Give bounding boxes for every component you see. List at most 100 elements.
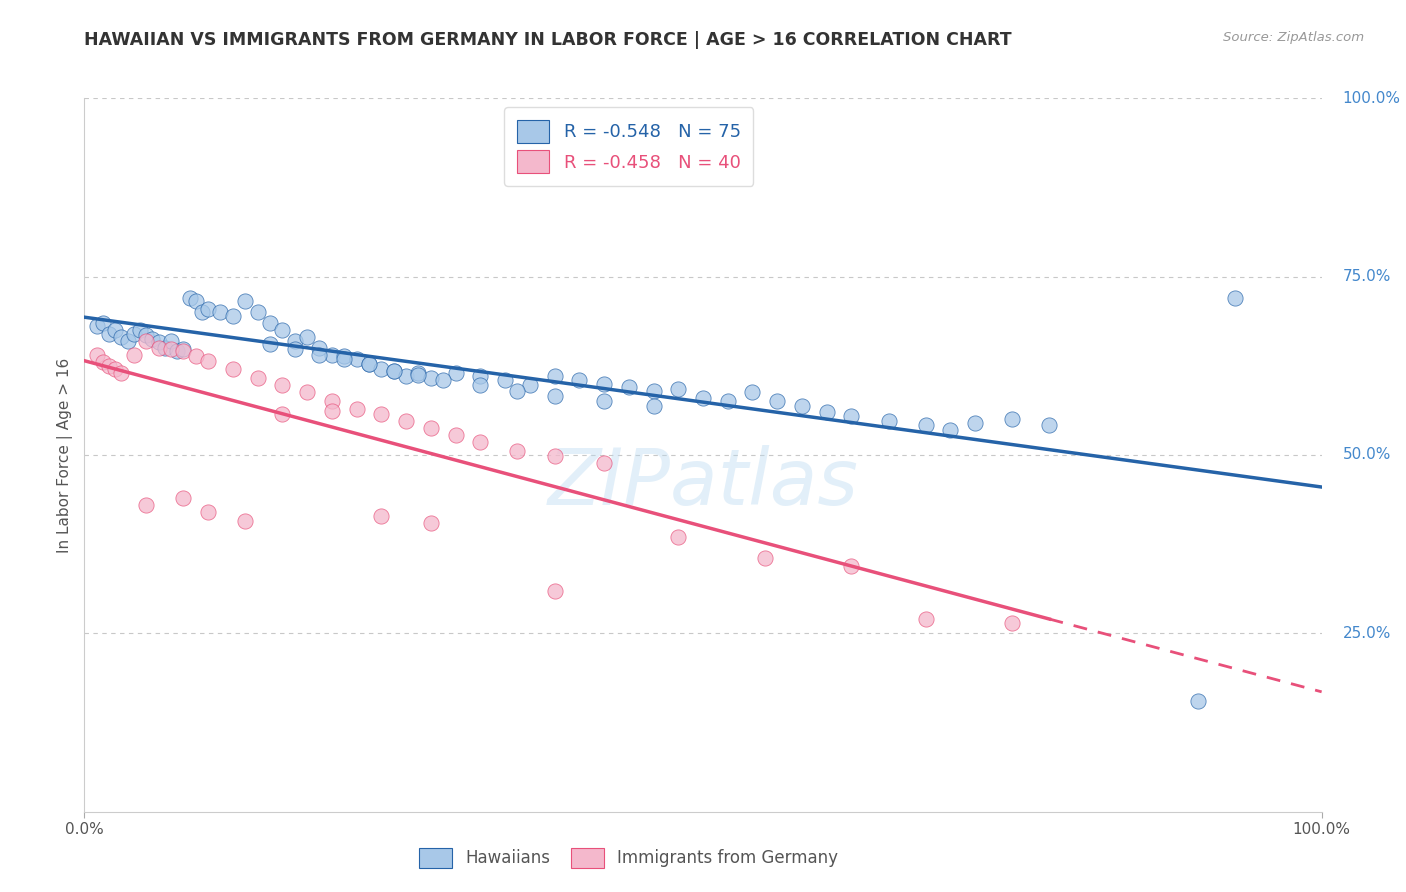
Point: [246, 371, 269, 385]
Point: [233, 514, 256, 528]
Point: [172, 344, 194, 359]
Point: [333, 350, 356, 364]
Point: [543, 369, 565, 384]
Point: [222, 362, 245, 376]
Point: [914, 612, 936, 626]
Point: [408, 368, 430, 382]
Point: [877, 414, 900, 428]
Point: [122, 326, 145, 341]
Point: [122, 348, 145, 362]
Point: [717, 394, 740, 409]
Point: [815, 405, 838, 419]
Point: [295, 385, 318, 400]
Point: [184, 294, 207, 309]
Point: [593, 394, 616, 409]
Point: [914, 417, 936, 432]
Text: ZIPatlas: ZIPatlas: [547, 445, 859, 522]
Point: [1187, 694, 1209, 708]
Point: [98, 326, 121, 341]
Point: [357, 357, 380, 371]
Point: [370, 362, 392, 376]
Point: [197, 301, 219, 316]
Point: [160, 343, 183, 357]
Point: [129, 323, 152, 337]
Point: [666, 530, 689, 544]
Point: [790, 400, 813, 414]
Point: [141, 332, 163, 346]
Point: [766, 394, 789, 409]
Point: [419, 421, 441, 435]
Point: [543, 583, 565, 598]
Point: [135, 328, 157, 343]
Point: [246, 305, 269, 319]
Point: [470, 435, 492, 450]
Point: [197, 505, 219, 519]
Point: [98, 359, 121, 373]
Point: [284, 334, 307, 348]
Point: [419, 516, 441, 530]
Text: 100.0%: 100.0%: [1343, 91, 1400, 105]
Point: [321, 403, 343, 417]
Point: [153, 341, 176, 355]
Text: Source: ZipAtlas.com: Source: ZipAtlas.com: [1223, 31, 1364, 45]
Point: [1038, 417, 1060, 432]
Point: [148, 341, 170, 355]
Point: [135, 334, 157, 348]
Point: [408, 366, 430, 380]
Point: [939, 423, 962, 437]
Text: 75.0%: 75.0%: [1343, 269, 1391, 284]
Point: [172, 343, 194, 357]
Point: [160, 334, 183, 348]
Point: [382, 364, 405, 378]
Point: [395, 369, 418, 384]
Y-axis label: In Labor Force | Age > 16: In Labor Force | Age > 16: [58, 358, 73, 552]
Point: [357, 357, 380, 371]
Text: HAWAIIAN VS IMMIGRANTS FROM GERMANY IN LABOR FORCE | AGE > 16 CORRELATION CHART: HAWAIIAN VS IMMIGRANTS FROM GERMANY IN L…: [84, 31, 1012, 49]
Point: [86, 348, 108, 362]
Point: [470, 369, 492, 384]
Point: [148, 335, 170, 350]
Point: [494, 373, 516, 387]
Text: 50.0%: 50.0%: [1343, 448, 1391, 462]
Point: [1001, 615, 1024, 630]
Point: [506, 444, 529, 458]
Point: [91, 316, 114, 330]
Point: [259, 316, 281, 330]
Point: [333, 351, 356, 366]
Point: [209, 305, 232, 319]
Text: 25.0%: 25.0%: [1343, 626, 1391, 640]
Point: [172, 491, 194, 505]
Point: [370, 407, 392, 421]
Point: [259, 337, 281, 351]
Point: [197, 353, 219, 368]
Point: [271, 323, 294, 337]
Point: [470, 378, 492, 392]
Point: [233, 294, 256, 309]
Point: [166, 344, 188, 359]
Point: [444, 428, 467, 442]
Point: [370, 508, 392, 523]
Point: [86, 319, 108, 334]
Point: [395, 414, 418, 428]
Point: [1223, 291, 1246, 305]
Point: [308, 341, 330, 355]
Point: [568, 373, 591, 387]
Point: [91, 355, 114, 369]
Point: [1001, 412, 1024, 426]
Point: [179, 291, 201, 305]
Point: [741, 385, 763, 400]
Point: [308, 348, 330, 362]
Point: [519, 378, 541, 392]
Point: [104, 323, 127, 337]
Point: [110, 330, 132, 344]
Point: [643, 384, 665, 398]
Point: [692, 391, 714, 405]
Point: [593, 376, 616, 391]
Legend: Hawaiians, Immigrants from Germany: Hawaiians, Immigrants from Germany: [412, 841, 845, 875]
Point: [617, 380, 640, 394]
Point: [444, 366, 467, 380]
Point: [271, 378, 294, 392]
Point: [593, 457, 616, 471]
Point: [135, 498, 157, 512]
Point: [295, 330, 318, 344]
